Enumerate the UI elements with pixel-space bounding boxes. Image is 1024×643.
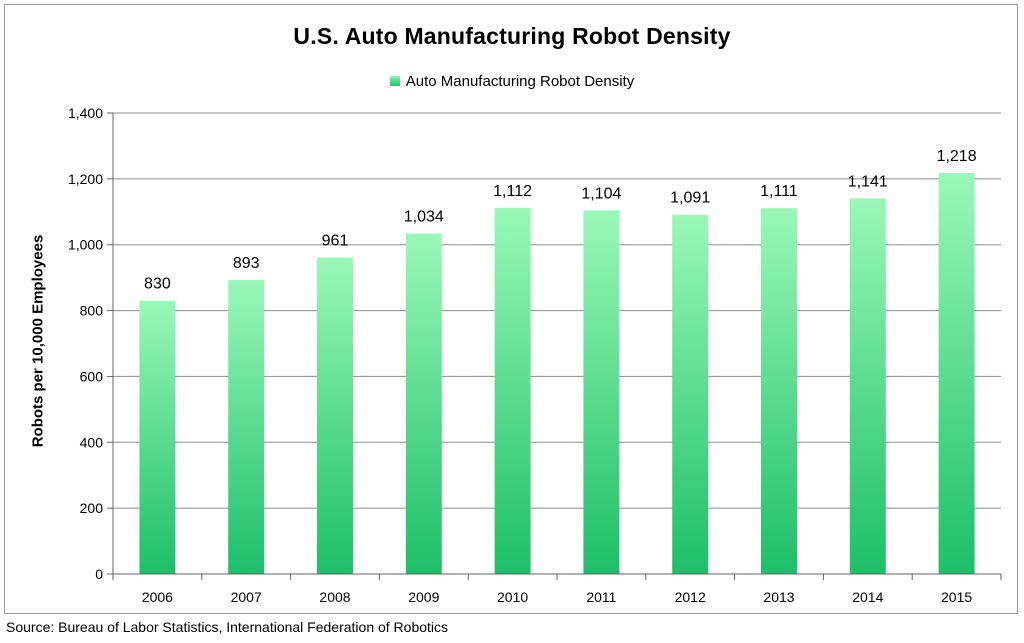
- data-label: 1,141: [848, 173, 888, 190]
- data-label: 830: [144, 276, 171, 293]
- y-tick-label: 400: [80, 434, 104, 450]
- x-tick-label: 2011: [586, 589, 616, 605]
- y-tick-label: 200: [80, 500, 104, 516]
- bar: [583, 210, 620, 574]
- x-tick-label: 2015: [941, 589, 972, 605]
- x-tick-label: 2010: [497, 589, 528, 605]
- legend: Auto Manufacturing Robot Density: [5, 73, 1019, 90]
- bar: [672, 214, 709, 575]
- bar: [139, 300, 176, 574]
- y-tick-label: 600: [80, 368, 104, 384]
- bar: [849, 198, 886, 574]
- y-tick-label: 800: [80, 303, 104, 319]
- x-tick-label: 2014: [852, 589, 883, 605]
- y-tick-label: 1,200: [68, 171, 103, 187]
- y-tick-label: 0: [95, 566, 103, 582]
- bar: [761, 208, 797, 574]
- x-tick-label: 2008: [319, 589, 350, 605]
- x-tick-label: 2006: [142, 589, 173, 605]
- data-label: 1,111: [760, 183, 798, 200]
- x-tick-label: 2013: [763, 589, 794, 605]
- x-tick-label: 2009: [408, 589, 439, 605]
- bar: [938, 172, 975, 574]
- source-note: Source: Bureau of Labor Statistics, Inte…: [6, 619, 449, 635]
- x-tick-label: 2007: [231, 589, 262, 605]
- data-label: 1,034: [404, 209, 444, 226]
- bar: [405, 233, 442, 575]
- data-label: 961: [322, 233, 349, 250]
- data-label: 1,218: [937, 148, 977, 165]
- data-label: 1,091: [670, 190, 710, 207]
- data-label: 1,112: [493, 183, 532, 200]
- data-label: 1,104: [581, 185, 621, 202]
- legend-swatch: [389, 76, 400, 86]
- x-tick-label: 2012: [675, 589, 706, 605]
- y-tick-label: 1,000: [68, 237, 103, 253]
- data-label: 893: [233, 255, 260, 272]
- bar: [317, 257, 353, 574]
- legend-label: Auto Manufacturing Robot Density: [405, 73, 635, 90]
- y-tick-label: 1,400: [68, 105, 103, 121]
- bar: [228, 279, 265, 574]
- chart-title: U.S. Auto Manufacturing Robot Density: [293, 23, 731, 49]
- bar: [494, 207, 531, 574]
